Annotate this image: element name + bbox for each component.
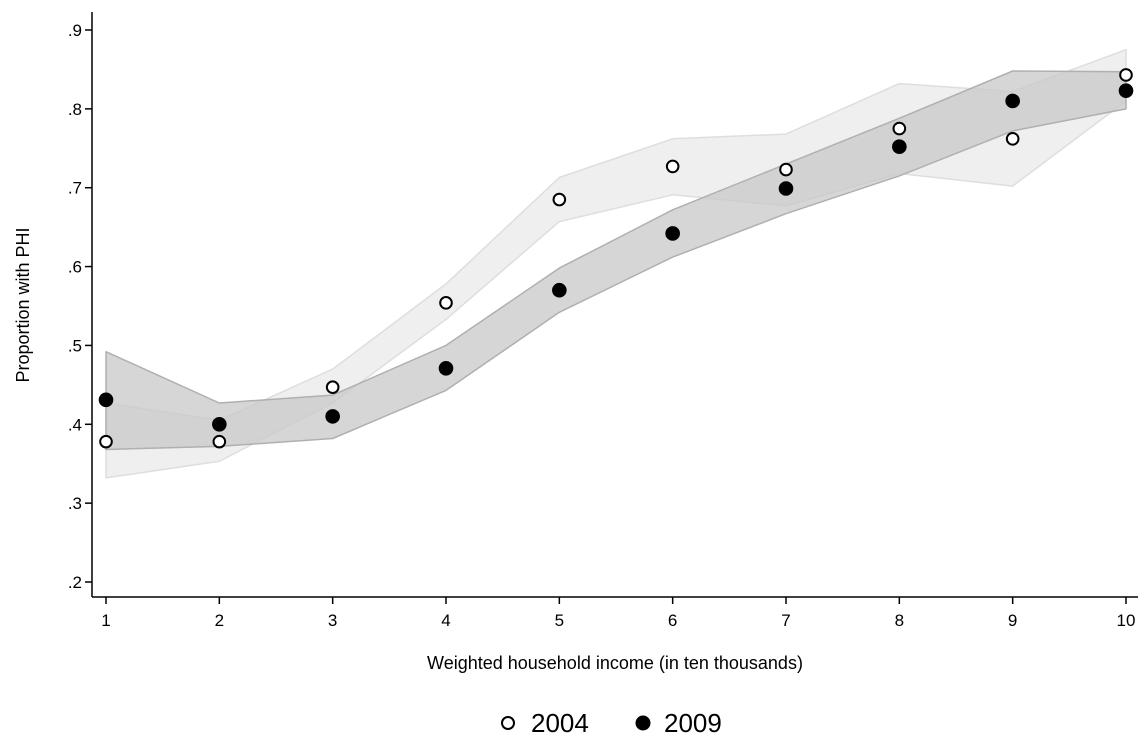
y-tick-label: .3: [68, 494, 82, 513]
y-axis-label: Proportion with PHI: [13, 227, 33, 382]
point-2009: [212, 416, 227, 432]
point-2009: [1005, 93, 1020, 109]
x-tick-label: 6: [668, 611, 677, 630]
legend-marker-2004: [501, 716, 515, 730]
x-tick-label: 8: [895, 611, 904, 630]
axes: .2 .3 .4 .5 .6 .7 .8 .9 1 2 3 4 5 6 7 8 9 10: [68, 12, 1138, 630]
confidence-band-2009: [105, 70, 1127, 451]
data-points: [98, 68, 1134, 449]
confidence-bands: [105, 48, 1127, 479]
point-2009: [778, 181, 794, 196]
point-2009: [325, 409, 340, 424]
point-2004: [212, 434, 227, 449]
legend-label-2004: 2004: [531, 708, 589, 738]
point-2004: [552, 192, 567, 207]
x-tick-label: 4: [441, 611, 450, 630]
y-tick-label: .7: [68, 179, 82, 198]
point-2009: [98, 392, 114, 408]
y-tick-label: .9: [68, 21, 82, 40]
x-tick-label: 9: [1008, 611, 1017, 630]
point-2004: [99, 434, 113, 449]
legend-label-2009: 2009: [664, 708, 722, 738]
x-axis-label: Weighted household income (in ten thousa…: [427, 653, 803, 673]
x-tick-label: 10: [1117, 611, 1136, 630]
y-tick-label: .8: [68, 100, 82, 119]
y-tick-label: .5: [68, 336, 82, 355]
point-2004: [325, 380, 340, 395]
point-2009: [1118, 83, 1134, 99]
x-tick-label: 7: [781, 611, 790, 630]
x-tick-label: 5: [555, 611, 564, 630]
x-tick-label: 2: [215, 611, 224, 630]
point-2004: [1005, 132, 1020, 146]
x-tick-label: 3: [328, 611, 337, 630]
point-2009: [552, 282, 567, 298]
y-tick-label: .6: [68, 258, 82, 277]
point-2009: [438, 360, 454, 376]
point-2004: [892, 121, 907, 136]
y-tick-label: .4: [68, 415, 82, 434]
point-2004: [779, 162, 793, 177]
legend-marker-2009: [635, 715, 651, 731]
point-2009: [665, 226, 680, 241]
point-2004: [439, 296, 453, 310]
y-tick-label: .2: [68, 573, 82, 592]
legend: 2004 2009: [501, 708, 722, 738]
point-2009: [892, 139, 907, 155]
point-2004: [665, 159, 680, 174]
x-tick-label: 1: [101, 611, 110, 630]
point-2004: [1119, 68, 1133, 82]
